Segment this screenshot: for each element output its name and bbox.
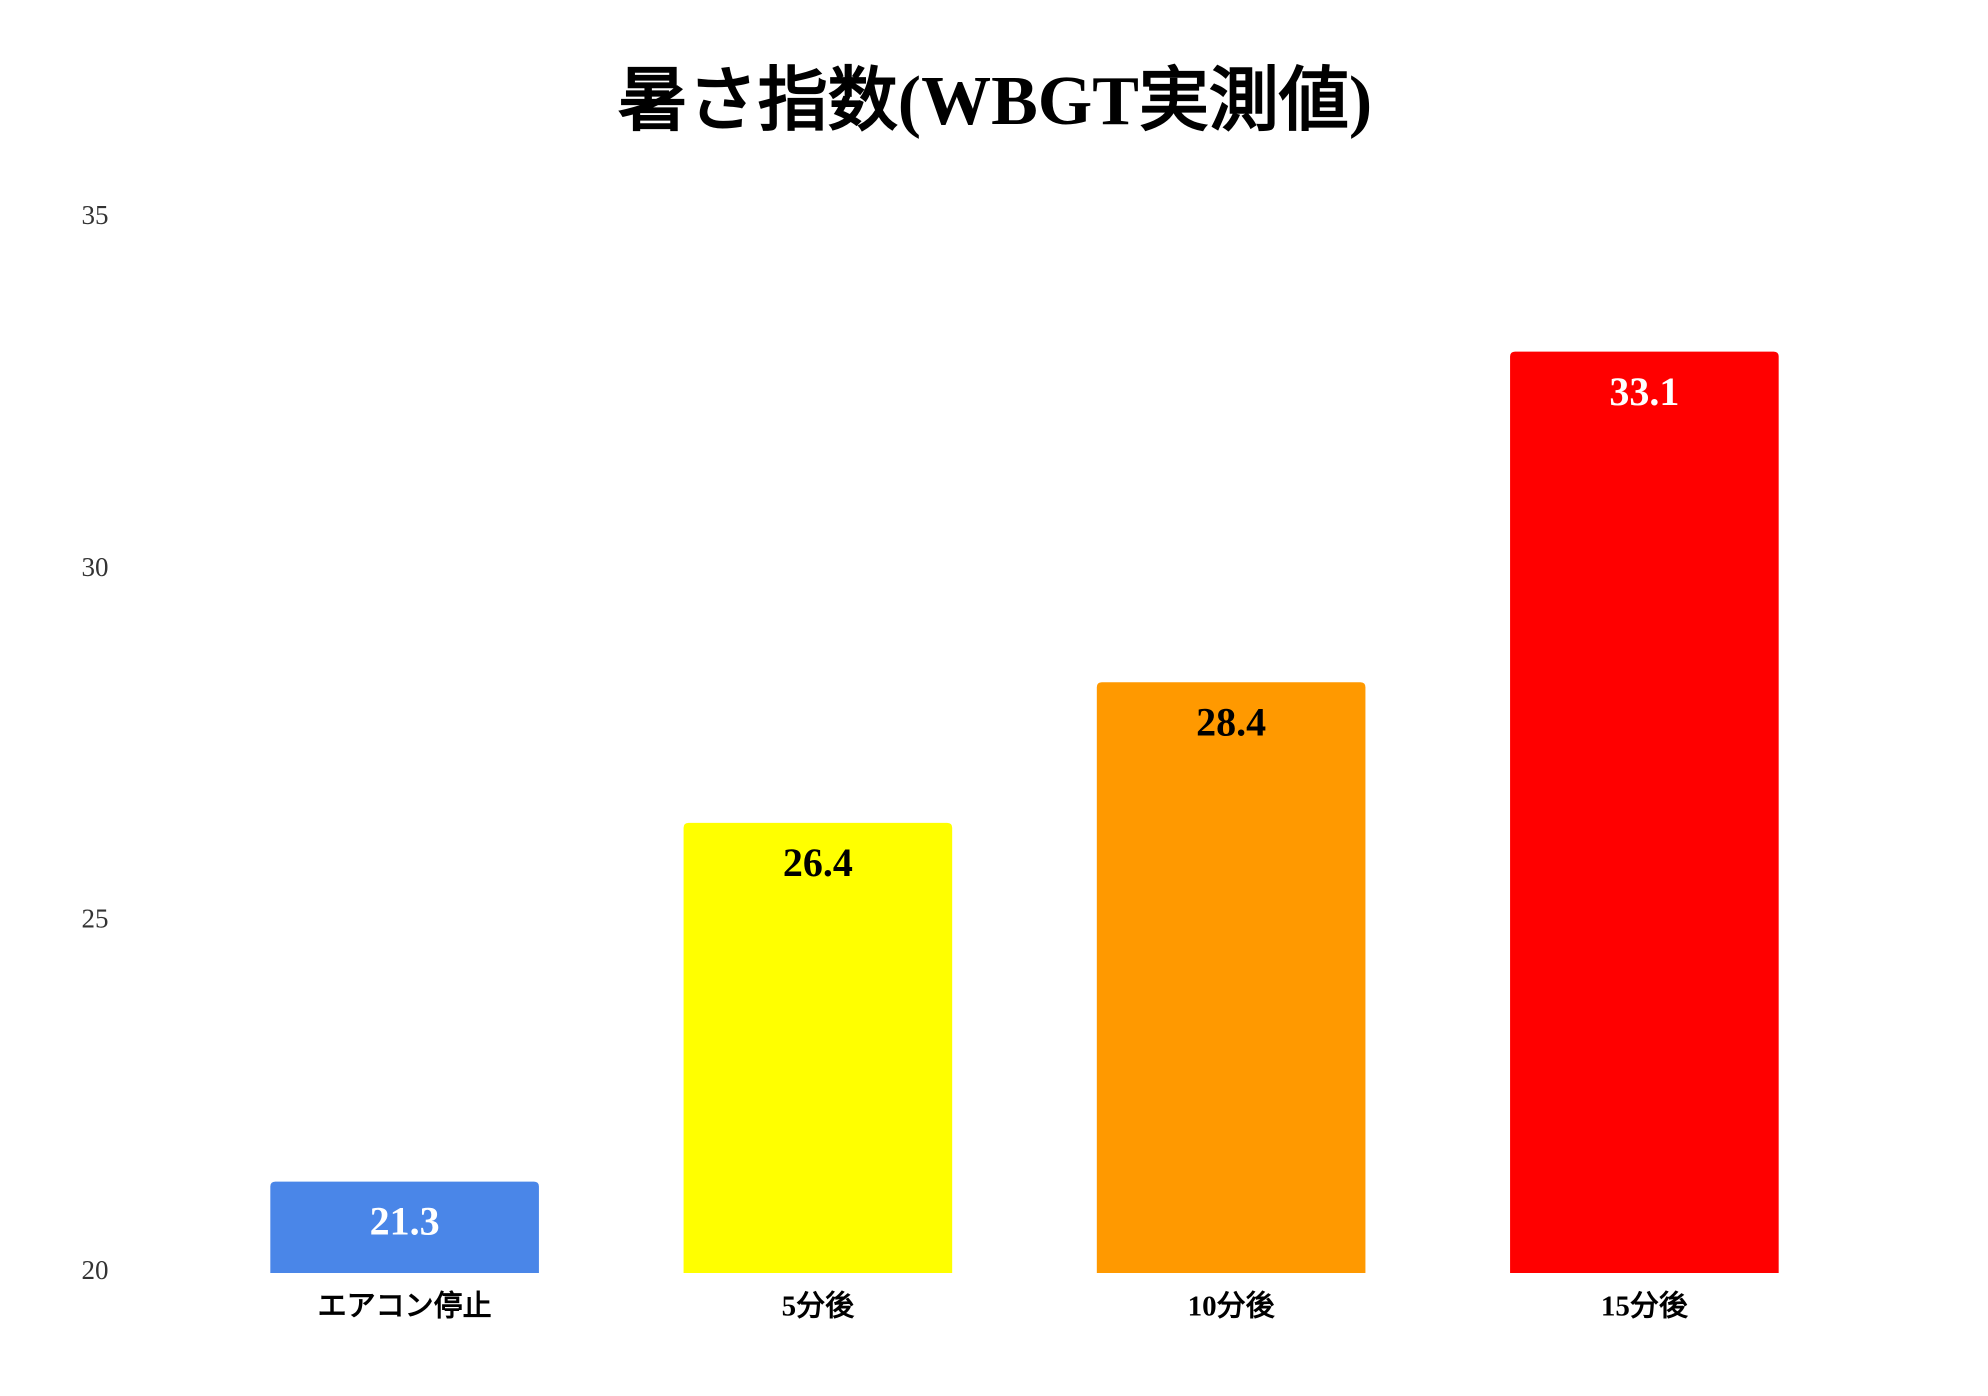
- bar: [1510, 351, 1779, 1274]
- chart-title: 暑さ指数(WBGT実測値): [618, 62, 1372, 140]
- y-tick-label: 30: [82, 552, 109, 582]
- x-tick-label: 10分後: [1188, 1290, 1276, 1323]
- x-tick-label: エアコン停止: [318, 1289, 492, 1323]
- bar: [270, 1181, 539, 1273]
- x-tick-label: 15分後: [1601, 1290, 1689, 1323]
- bar: [683, 822, 953, 1273]
- y-tick-label: 25: [82, 904, 109, 934]
- y-tick-label: 20: [82, 1255, 109, 1285]
- bar: [1096, 682, 1366, 1273]
- x-tick-label: 5分後: [782, 1290, 856, 1323]
- value-label: 28.4: [1196, 699, 1266, 744]
- y-tick-label: 35: [82, 200, 109, 230]
- value-label: 26.4: [783, 840, 853, 885]
- value-label: 33.1: [1609, 369, 1679, 414]
- value-label: 21.3: [370, 1199, 440, 1244]
